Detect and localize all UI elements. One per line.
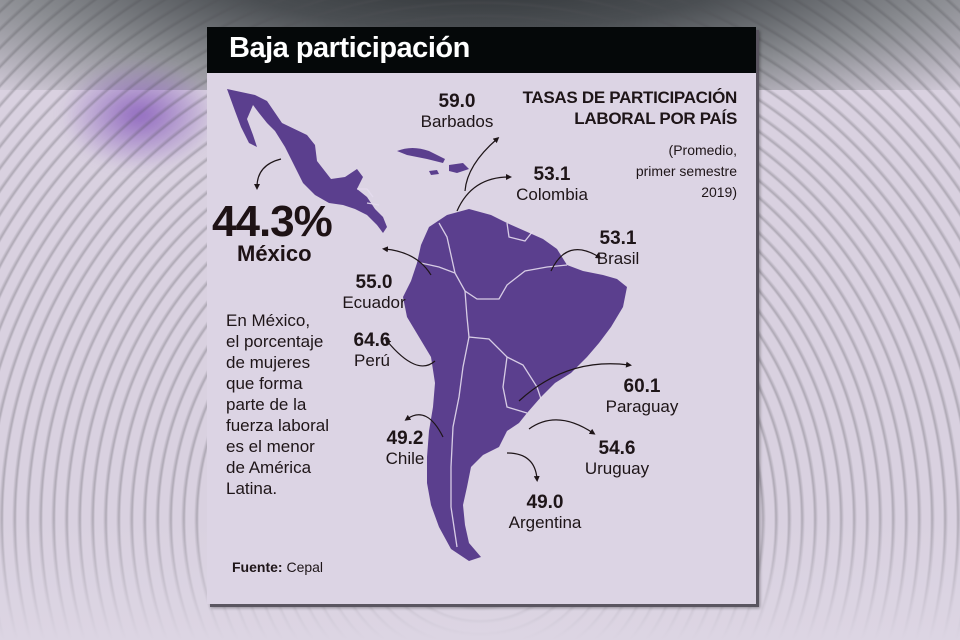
infographic-title: Baja participación bbox=[229, 32, 470, 64]
header-bar: Baja participación bbox=[207, 27, 756, 73]
label-ecuador: 55.0 Ecuador bbox=[331, 273, 417, 313]
label-paraguay: 60.1 Paraguay bbox=[597, 377, 687, 417]
country-value: 53.1 bbox=[533, 164, 571, 185]
description-line: es el menor bbox=[226, 437, 315, 456]
hispaniola-shape bbox=[449, 163, 469, 173]
period-note: (Promedio, primer semestre 2019) bbox=[636, 140, 737, 203]
country-value: 60.1 bbox=[623, 376, 661, 397]
chart-title-line2: LABORAL POR PAÍS bbox=[574, 109, 737, 128]
source-value: Cepal bbox=[286, 559, 324, 575]
cuba-shape bbox=[397, 148, 445, 163]
label-brasil: 53.1 Brasil bbox=[583, 229, 653, 269]
latin-america-map bbox=[227, 89, 632, 561]
country-value: 49.0 bbox=[526, 492, 564, 513]
arrow-barbados bbox=[464, 137, 500, 192]
arrow-brasil bbox=[550, 249, 602, 272]
country-value: 64.6 bbox=[353, 330, 391, 351]
arrow-argentina bbox=[506, 452, 540, 482]
mexico-highlight-value: 44.3% bbox=[212, 197, 333, 246]
arrow-chile bbox=[404, 414, 444, 438]
description-line: Latina. bbox=[226, 479, 278, 498]
description-line: de América bbox=[226, 458, 312, 477]
arrow-colombia bbox=[456, 174, 512, 212]
label-argentina: 49.0 Argentina bbox=[497, 493, 593, 533]
country-name: Colombia bbox=[516, 185, 588, 204]
south-america-shape bbox=[403, 209, 627, 561]
country-name: Uruguay bbox=[584, 459, 650, 478]
country-value: 55.0 bbox=[355, 272, 393, 293]
country-name: Barbados bbox=[420, 112, 494, 131]
arrow-ecuador bbox=[382, 246, 432, 276]
description-line: parte de la bbox=[226, 395, 307, 414]
mexico-highlight-name: México bbox=[237, 241, 312, 266]
label-colombia: 53.1 Colombia bbox=[507, 165, 597, 205]
description-line: que forma bbox=[226, 374, 303, 393]
country-name: Chile bbox=[385, 449, 425, 468]
label-peru: 64.6 Perú bbox=[347, 331, 397, 371]
note-line1: (Promedio, bbox=[668, 142, 737, 158]
source-line: Fuente: Cepal bbox=[232, 559, 323, 575]
label-chile: 49.2 Chile bbox=[375, 429, 435, 469]
country-name: Ecuador bbox=[342, 293, 406, 312]
label-uruguay: 54.6 Uruguay bbox=[577, 439, 657, 479]
label-barbados: 59.0 Barbados bbox=[407, 92, 507, 132]
country-name: Brasil bbox=[596, 249, 640, 268]
country-value: 59.0 bbox=[438, 91, 476, 112]
description-line: de mujeres bbox=[226, 353, 311, 372]
note-line3: 2019) bbox=[701, 184, 737, 200]
description-text: En México, el porcentaje de mujeres que … bbox=[226, 310, 329, 499]
description-line: fuerza laboral bbox=[226, 416, 330, 435]
infographic-panel: Baja participación bbox=[207, 27, 756, 604]
country-name: Perú bbox=[354, 351, 390, 370]
country-value: 49.2 bbox=[386, 428, 424, 449]
source-label: Fuente: bbox=[232, 559, 283, 575]
arrow-peru bbox=[385, 338, 436, 367]
jamaica-shape bbox=[429, 170, 439, 175]
description-line: el porcentaje bbox=[226, 332, 324, 351]
chart-title: TASAS DE PARTICIPACIÓN LABORAL POR PAÍS bbox=[522, 87, 738, 129]
description-line: En México, bbox=[226, 311, 311, 330]
country-borders bbox=[357, 188, 568, 548]
country-name: Argentina bbox=[508, 513, 582, 532]
country-value: 53.1 bbox=[599, 228, 637, 249]
background-purple-blur bbox=[60, 60, 220, 170]
leader-arrows bbox=[254, 137, 632, 482]
chart-title-line1: TASAS DE PARTICIPACIÓN bbox=[522, 88, 738, 107]
country-value: 54.6 bbox=[598, 438, 636, 459]
note-line2: primer semestre bbox=[635, 163, 737, 179]
mexico-shape bbox=[227, 89, 387, 233]
country-name: Paraguay bbox=[605, 397, 679, 416]
arrow-paraguay bbox=[518, 361, 632, 402]
arrow-uruguay bbox=[528, 419, 596, 435]
arrow-mexico bbox=[254, 158, 282, 190]
